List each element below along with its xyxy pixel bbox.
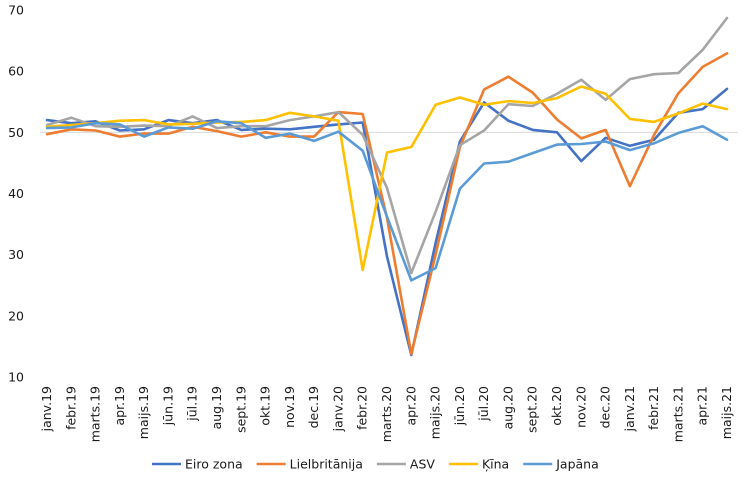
- legend: Eiro zona Lielbritānija ASV Ķīna Japāna: [152, 457, 599, 472]
- series-line-4: [45, 120, 729, 282]
- x-tick-label: dec.20: [598, 386, 613, 428]
- legend-label: Japāna: [555, 457, 599, 472]
- legend-label: Eiro zona: [185, 457, 243, 472]
- x-tick-label: jūn.19: [160, 386, 175, 426]
- legend-item: Ķīna: [448, 457, 509, 472]
- x-tick-label: aug.20: [500, 386, 515, 429]
- x-tick-label: nov.20: [573, 386, 588, 428]
- y-tick-label: 60: [8, 64, 24, 79]
- x-tick-label: maijs.19: [136, 386, 151, 439]
- x-tick-label: nov.19: [282, 386, 297, 428]
- x-tick-label: apr.19: [112, 386, 127, 426]
- legend-label: Lielbritānija: [290, 457, 363, 472]
- legend-item: Eiro zona: [152, 457, 243, 472]
- y-tick-label: 10: [8, 370, 24, 385]
- x-tick-label: febr.19: [63, 386, 78, 430]
- legend-item: ASV: [376, 457, 435, 472]
- series-layer: [45, 16, 729, 357]
- legend-label: Ķīna: [482, 457, 509, 472]
- series-line-1: [45, 52, 729, 356]
- series-line-2: [45, 16, 729, 275]
- x-tick-label: apr.21: [695, 386, 710, 425]
- legend-item: Japāna: [523, 457, 599, 472]
- x-tick-label: okt.20: [549, 386, 564, 426]
- x-tick-label: marts.21: [670, 386, 685, 442]
- y-tick-label: 20: [8, 308, 24, 323]
- x-tick-label: okt.19: [258, 386, 273, 426]
- y-tick-label: 40: [8, 186, 24, 201]
- x-tick-label: marts.20: [379, 386, 394, 442]
- y-axis-ticks: 10 20 30 40 50 60 70: [8, 3, 24, 385]
- x-tick-label: apr.20: [403, 386, 418, 426]
- x-tick-label: sept.20: [525, 386, 540, 433]
- x-tick-label: dec.19: [306, 386, 321, 428]
- x-tick-label: jūl.19: [185, 386, 200, 422]
- x-axis-ticks: janv.19 febr.19 marts.19 apr.19 maijs.19 jūn.…: [39, 386, 734, 442]
- x-tick-label: febr.20: [355, 386, 370, 430]
- legend-item: Lielbritānija: [256, 457, 363, 472]
- x-tick-label: maijs.20: [428, 386, 443, 439]
- x-tick-label: febr.21: [646, 386, 661, 430]
- y-tick-label: 70: [8, 3, 24, 18]
- legend-label: ASV: [410, 457, 435, 472]
- y-tick-label: 30: [8, 247, 24, 262]
- x-tick-label: janv.21: [622, 386, 637, 432]
- x-tick-label: aug.19: [209, 386, 224, 429]
- x-tick-label: marts.19: [88, 386, 103, 442]
- x-tick-label: jūl.20: [476, 386, 491, 422]
- x-tick-label: janv.19: [39, 386, 54, 432]
- series-line-3: [45, 85, 729, 272]
- x-tick-label: maijs.21: [719, 386, 734, 439]
- x-tick-label: janv.20: [330, 386, 345, 432]
- x-tick-label: sept.19: [233, 386, 248, 433]
- y-tick-label: 50: [8, 125, 24, 140]
- x-tick-label: jūn.20: [452, 386, 467, 426]
